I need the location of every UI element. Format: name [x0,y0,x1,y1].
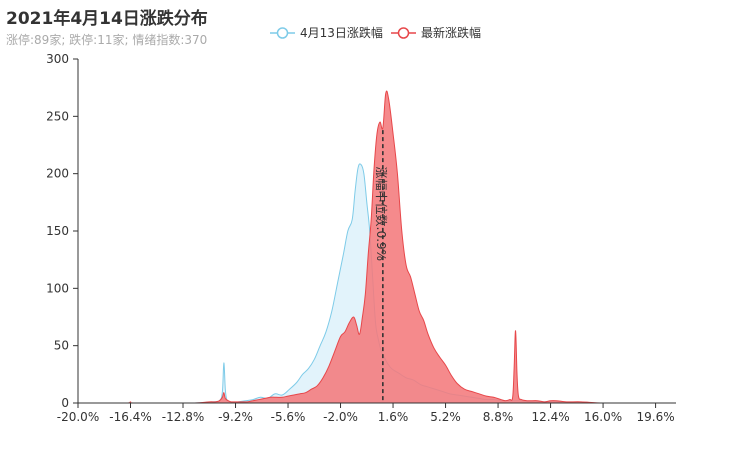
y-tick-label: 0 [61,396,69,410]
median-label: 涨幅中位数:0.9% [374,167,389,262]
y-tick-label: 250 [46,109,69,123]
legend[interactable]: 4月13日涨跌幅 最新涨跌幅 [270,25,481,40]
legend-label: 最新涨跌幅 [421,25,481,40]
series-latest-area-line [78,90,676,404]
x-tick-label: -12.8% [162,410,204,424]
chart-subtitle: 涨停:89家; 跌停:11家; 情绪指数:370 [6,33,208,47]
x-tick-label: -9.2% [218,410,253,424]
y-tick-label: 50 [54,339,69,353]
y-tick-label: 100 [46,281,69,295]
x-tick-label: -20.0% [57,410,99,424]
axes: 0 50 100 150 200 250 300 -20.0% -16.4% -12.8% -9.2… [46,52,676,424]
x-tick-label: -5.6% [271,410,306,424]
legend-marker [397,27,410,39]
y-tick-label: 300 [46,52,69,66]
legend-marker [276,27,289,39]
legend-item-april13[interactable]: 4月13日涨跌幅 [270,25,383,40]
x-tick-label: 8.8% [483,410,514,424]
x-tick-label: -2.0% [323,410,358,424]
y-tick-label: 150 [46,224,69,238]
x-tick-label: 1.6% [378,410,409,424]
x-tick-label: 5.2% [430,410,461,424]
x-tick-label: -16.4% [109,410,151,424]
legend-item-latest[interactable]: 最新涨跌幅 [391,25,481,40]
x-tick-label: 19.6% [637,410,675,424]
y-tick-label: 200 [46,167,69,181]
x-tick-label: 16.0% [584,410,622,424]
chart-title: 2021年4月14日涨跌分布 [6,9,208,29]
legend-label: 4月13日涨跌幅 [300,25,383,40]
series-latest-area-fill [78,90,676,403]
median-markline: 涨幅中位数:0.9% [374,130,389,403]
x-tick-label: 12.4% [532,410,570,424]
